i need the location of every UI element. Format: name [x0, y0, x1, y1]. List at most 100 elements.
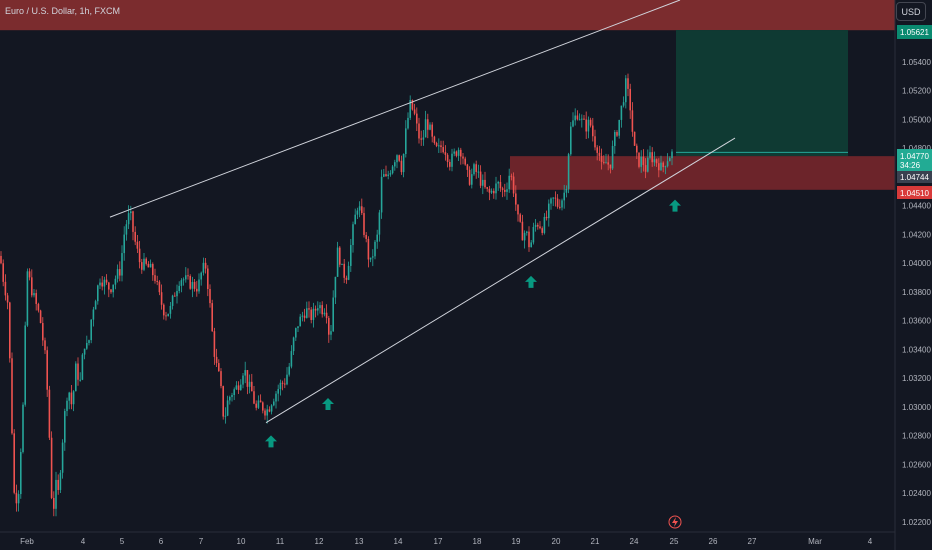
candle-body [457, 149, 460, 156]
candle-body [398, 155, 400, 161]
candle-body [559, 206, 561, 208]
last-price-badge: 1.04770 34:26 [897, 149, 932, 171]
candle-body [59, 472, 62, 490]
price-axis[interactable]: 1.054001.052001.050001.048001.046001.044… [902, 58, 931, 527]
candle-body [312, 308, 315, 320]
time-tick-label: Feb [20, 537, 34, 546]
price-tick-label: 1.05400 [902, 58, 931, 67]
candle-body [180, 280, 183, 286]
candle-body [380, 176, 383, 213]
candle-body [92, 309, 95, 320]
candle-body [266, 409, 268, 416]
candle-body [664, 166, 667, 168]
candle-body [389, 173, 392, 175]
candle-body [147, 263, 150, 268]
candle-body [218, 363, 220, 372]
candle-body [273, 401, 275, 406]
candle-body [222, 386, 224, 417]
candle-body [213, 331, 216, 357]
candle-body [589, 119, 592, 126]
currency-button[interactable]: USD [896, 2, 926, 21]
stop-price-label: 1.04510 [900, 189, 929, 198]
candle-body [409, 100, 411, 118]
candle-body [581, 118, 583, 120]
time-axis[interactable]: Feb 4 5 6 7 10 11 12 13 14 17 18 19 20 21 24 25 26 27 Mar 4 [20, 537, 873, 546]
candle-body [33, 293, 35, 296]
candle-body [255, 403, 257, 408]
candle-body [550, 198, 552, 204]
candle-body [182, 279, 185, 281]
candle-body [193, 281, 196, 289]
candle-body [427, 119, 429, 130]
candle-body [46, 350, 48, 390]
candle-body [31, 277, 33, 296]
candle-body [112, 284, 114, 293]
time-tick-label: 4 [81, 537, 86, 546]
candle-body [167, 313, 169, 317]
candle-body [534, 224, 537, 227]
candle-body [2, 263, 4, 282]
candle-body [334, 276, 337, 298]
time-tick-label: 20 [552, 537, 561, 546]
candle-body [374, 241, 376, 257]
candle-body [541, 228, 543, 233]
candle-body [490, 190, 493, 193]
candle-body [224, 415, 227, 417]
candle-body [464, 158, 466, 165]
candle-body [587, 119, 590, 132]
time-tick-label: 7 [199, 537, 204, 546]
candle-body [429, 124, 431, 130]
time-tick-label: 18 [473, 537, 482, 546]
candle-body [363, 213, 365, 235]
candle-body [622, 102, 625, 106]
candle-body [119, 269, 121, 276]
candle-body [460, 149, 462, 157]
price-tick-label: 1.05000 [902, 115, 931, 124]
candle-body [653, 159, 656, 163]
candle-body [431, 124, 433, 137]
candle-body [625, 78, 627, 103]
candle-body [130, 211, 132, 214]
candle-body [66, 400, 68, 412]
candle-body [275, 393, 277, 402]
candle-body [418, 123, 420, 139]
candle-body [185, 275, 187, 280]
candle-body [561, 200, 563, 208]
price-tick-label: 1.04000 [902, 259, 931, 268]
candle-body [37, 303, 40, 311]
candle-body [110, 289, 112, 293]
candle-body [152, 263, 154, 276]
candle-body [444, 152, 447, 155]
candle-body [308, 308, 310, 310]
candle-body [220, 371, 222, 387]
candle-body [235, 385, 238, 390]
lightning-icon[interactable] [668, 515, 682, 529]
candle-body [88, 340, 90, 343]
candle-body [301, 315, 304, 317]
candle-body [202, 262, 205, 273]
price-tick-label: 1.02800 [902, 432, 931, 441]
candle-body [435, 142, 438, 147]
candle-body [510, 175, 513, 177]
candle-body [649, 152, 651, 158]
candle-body [640, 156, 642, 167]
price-tick-label: 1.02200 [902, 518, 931, 527]
candle-body [72, 391, 75, 405]
time-tick-label: 26 [709, 537, 718, 546]
candle-body [411, 100, 414, 110]
candle-body [633, 131, 636, 146]
candle-body [61, 442, 64, 473]
candle-body [515, 193, 517, 205]
candle-body [70, 392, 73, 405]
candle-body [44, 340, 46, 351]
candle-body [319, 305, 321, 309]
candle-body [103, 279, 106, 287]
candle-body [506, 189, 508, 192]
price-tick-label: 1.02400 [902, 489, 931, 498]
candle-body [204, 262, 207, 269]
candle-body [594, 136, 596, 148]
time-tick-label: 6 [159, 537, 164, 546]
candle-body [297, 326, 299, 329]
